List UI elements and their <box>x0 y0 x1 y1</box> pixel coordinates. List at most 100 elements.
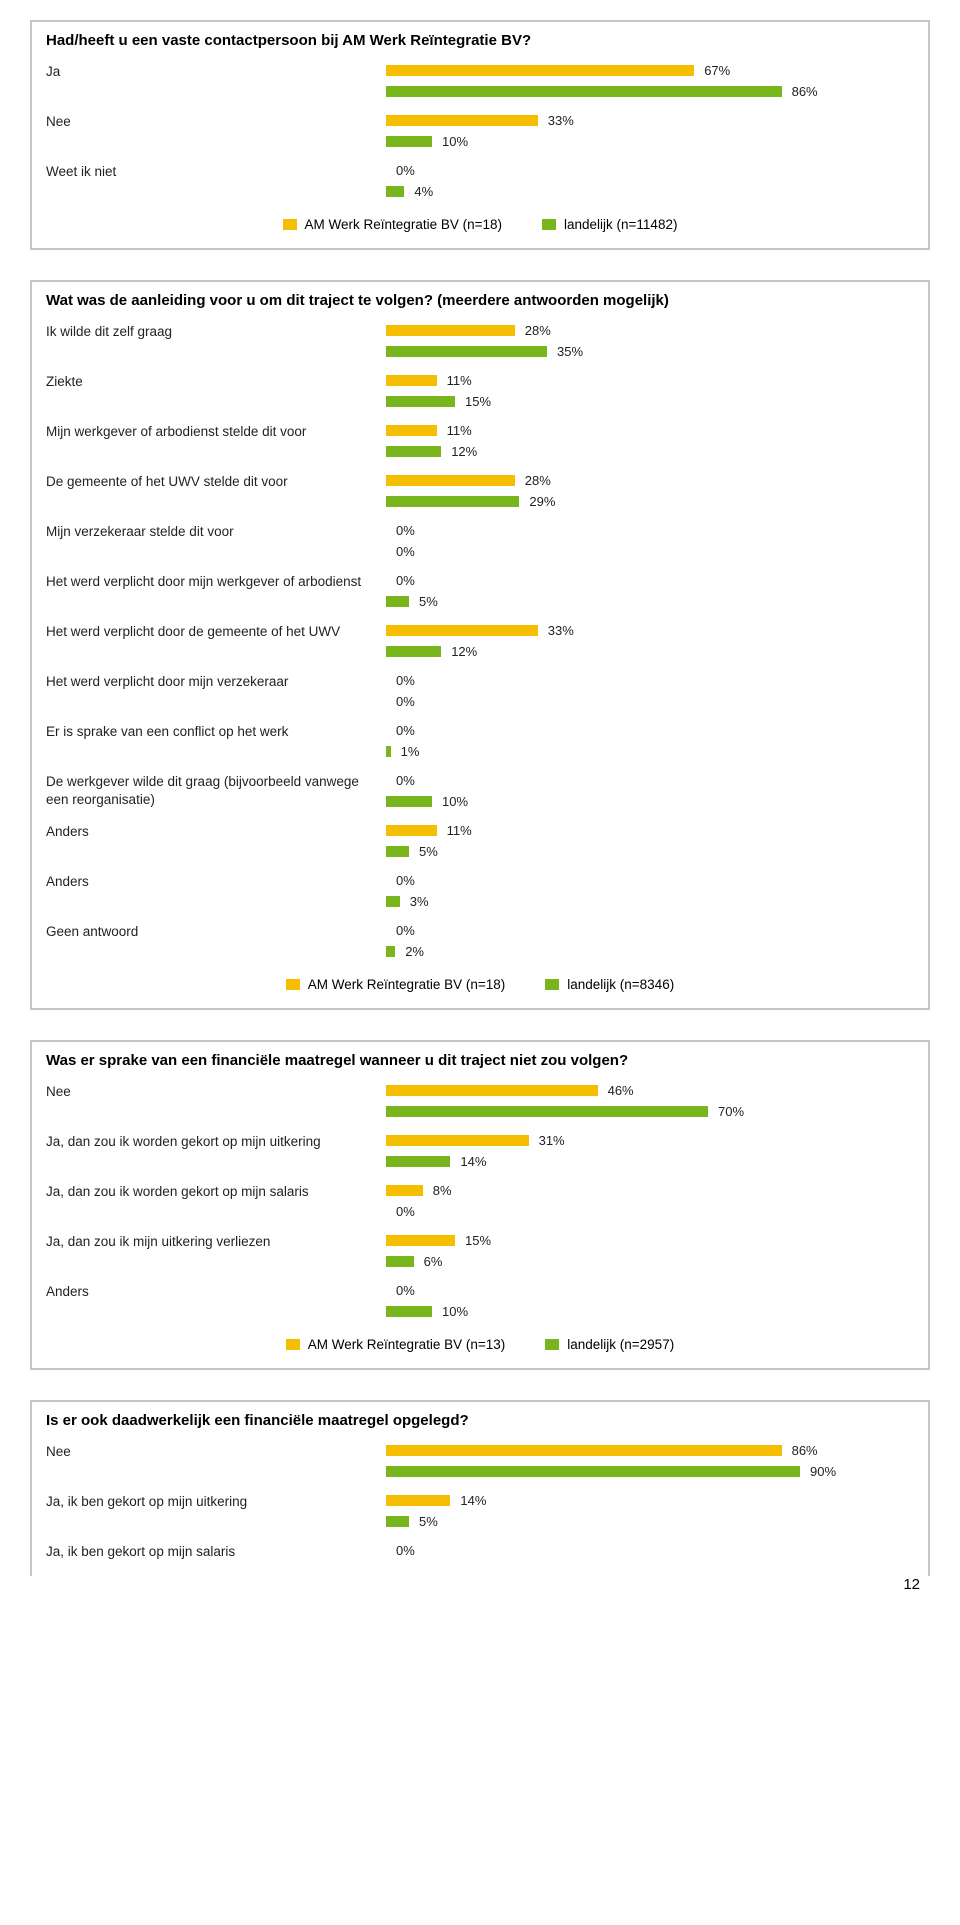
bar-line: 33% <box>386 623 914 638</box>
bar <box>386 475 515 486</box>
bar <box>386 1445 782 1456</box>
chart-row: Nee86%90% <box>32 1433 928 1483</box>
bar-value-label: 5% <box>419 594 438 609</box>
bar-line: 0% <box>386 1543 914 1558</box>
bar-value-label: 28% <box>525 473 551 488</box>
chart-title: Had/heeft u een vaste contactpersoon bij… <box>32 22 928 53</box>
bar <box>386 186 404 197</box>
bar <box>386 1185 423 1196</box>
bar-line: 0% <box>386 163 914 178</box>
row-label: Het werd verplicht door mijn verzekeraar <box>46 673 386 691</box>
bar <box>386 1135 529 1146</box>
bar <box>386 1306 432 1317</box>
bar-value-label: 29% <box>529 494 555 509</box>
bar-value-label: 0% <box>396 573 415 588</box>
legend-item: landelijk (n=8346) <box>545 977 674 992</box>
bars: 31%14% <box>386 1133 914 1169</box>
chart-block: Had/heeft u een vaste contactpersoon bij… <box>30 20 930 250</box>
bars: 0%1% <box>386 723 914 759</box>
bar <box>386 846 409 857</box>
bar-line: 0% <box>386 573 914 588</box>
row-label: Nee <box>46 1083 386 1101</box>
bar-value-label: 0% <box>396 723 415 738</box>
bar-value-label: 0% <box>396 673 415 688</box>
bars: 0% 5% <box>386 573 914 609</box>
bar <box>386 65 694 76</box>
bar-value-label: 90% <box>810 1464 836 1479</box>
bar <box>386 1106 708 1117</box>
bar <box>386 425 437 436</box>
bars: 0%4% <box>386 163 914 199</box>
bars: 46%70% <box>386 1083 914 1119</box>
bar-value-label: 0% <box>396 544 415 559</box>
bar-line: 46% <box>386 1083 914 1098</box>
legend-label: landelijk (n=8346) <box>567 977 674 992</box>
bar-value-label: 15% <box>465 394 491 409</box>
bar <box>386 1495 450 1506</box>
bar-line: 12% <box>386 444 914 459</box>
bar-value-label: 12% <box>451 644 477 659</box>
chart-row: De gemeente of het UWV stelde dit voor28… <box>32 463 928 513</box>
bars: 11% 5% <box>386 823 914 859</box>
bar <box>386 1466 800 1477</box>
row-label: Ja, dan zou ik worden gekort op mijn uit… <box>46 1133 386 1151</box>
bar-value-label: 0% <box>396 523 415 538</box>
chart-row: Ik wilde dit zelf graag28%35% <box>32 313 928 363</box>
bar-line: 31% <box>386 1133 914 1148</box>
chart-title: Is er ook daadwerkelijk een financiële m… <box>32 1402 928 1433</box>
bar <box>386 646 441 657</box>
chart-row: Ja, dan zou ik worden gekort op mijn uit… <box>32 1123 928 1173</box>
bar-line: 0% <box>386 723 914 738</box>
bar-value-label: 6% <box>424 1254 443 1269</box>
bar-value-label: 2% <box>405 944 424 959</box>
legend: AM Werk Reïntegratie BV (n=18)landelijk … <box>32 203 928 238</box>
bar-value-label: 0% <box>396 694 415 709</box>
row-label: Nee <box>46 1443 386 1461</box>
bar-line: 4% <box>386 184 914 199</box>
bar-value-label: 0% <box>396 1543 415 1558</box>
chart-row: Nee46%70% <box>32 1073 928 1123</box>
bars: 0%0% <box>386 673 914 709</box>
bars: 15% 6% <box>386 1233 914 1269</box>
bar-value-label: 10% <box>442 794 468 809</box>
bar-value-label: 8% <box>433 1183 452 1198</box>
row-label: De werkgever wilde dit graag (bijvoorbee… <box>46 773 386 809</box>
chart-row: Anders11%5% <box>32 813 928 863</box>
chart-row: Mijn werkgever of arbodienst stelde dit … <box>32 413 928 463</box>
legend-swatch <box>286 979 300 990</box>
bar-value-label: 0% <box>396 773 415 788</box>
chart-row: Ja, ik ben gekort op mijn uitkering14%5% <box>32 1483 928 1533</box>
bar <box>386 596 409 607</box>
legend: AM Werk Reïntegratie BV (n=18) landelijk … <box>32 963 928 998</box>
bar-value-label: 11% <box>447 823 472 838</box>
bar <box>386 86 782 97</box>
row-label: Weet ik niet <box>46 163 386 181</box>
bar-line: 14% <box>386 1493 914 1508</box>
bar-value-label: 10% <box>442 1304 468 1319</box>
row-label: Anders <box>46 1283 386 1301</box>
bar-value-label: 11% <box>447 423 472 438</box>
bars: 0%3% <box>386 873 914 909</box>
bar-line: 0% <box>386 544 914 559</box>
chart-row: Het werd verplicht door de gemeente of h… <box>32 613 928 663</box>
bar-value-label: 5% <box>419 844 438 859</box>
bar <box>386 746 391 757</box>
bar-value-label: 1% <box>401 744 420 759</box>
row-label: Mijn verzekeraar stelde dit voor <box>46 523 386 541</box>
bar-value-label: 0% <box>396 1204 415 1219</box>
bars: 67%86% <box>386 63 914 99</box>
bar-line: 0% <box>386 1283 914 1298</box>
bar-line: 33% <box>386 113 914 128</box>
bar-value-label: 15% <box>465 1233 491 1248</box>
legend-item: AM Werk Reïntegratie BV (n=18) <box>286 977 505 992</box>
bar-line: 12% <box>386 644 914 659</box>
legend-label: AM Werk Reïntegratie BV (n=13) <box>308 1337 505 1352</box>
bar-line: 0% <box>386 1204 914 1219</box>
chart-row: Mijn verzekeraar stelde dit voor 0% 0% <box>32 513 928 563</box>
bar-line: 2% <box>386 944 914 959</box>
bar-line: 1% <box>386 744 914 759</box>
bar-line: 14% <box>386 1154 914 1169</box>
bar <box>386 946 395 957</box>
row-label: Anders <box>46 873 386 891</box>
legend-swatch <box>283 219 297 230</box>
